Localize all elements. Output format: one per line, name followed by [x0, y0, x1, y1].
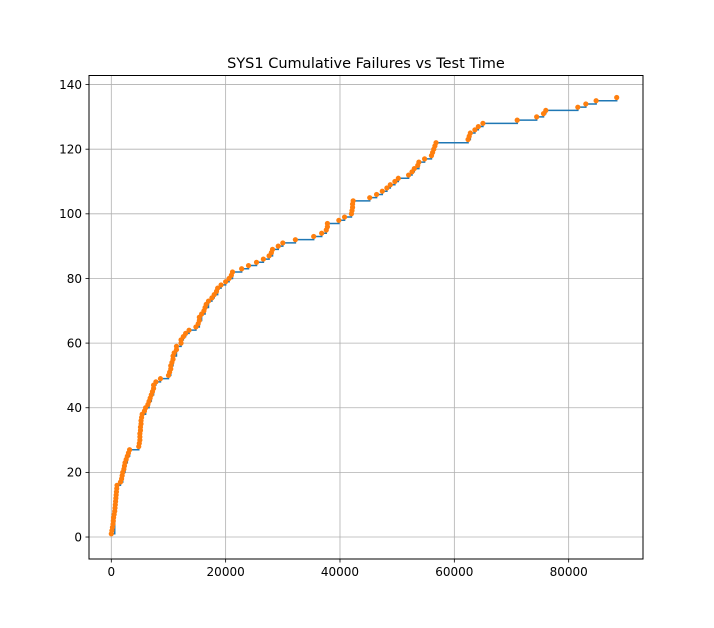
data-point — [260, 256, 266, 262]
data-point — [239, 266, 245, 272]
x-tick-label: 80000 — [550, 565, 588, 579]
data-point — [324, 220, 331, 227]
data-point — [422, 156, 428, 162]
x-tick-label: 40000 — [321, 565, 359, 579]
data-point — [416, 159, 422, 165]
y-tick-label: 140 — [59, 78, 82, 92]
y-tick-label: 60 — [67, 336, 82, 350]
data-point — [157, 376, 164, 382]
data-point — [543, 107, 549, 114]
marker-series — [108, 94, 620, 537]
data-point — [411, 165, 417, 172]
x-tick-label: 0 — [107, 565, 115, 579]
y-tick-label: 120 — [59, 142, 82, 156]
chart-title: SYS1 Cumulative Failures vs Test Time — [227, 56, 505, 72]
data-point — [395, 175, 401, 181]
x-axis: 0 20000 40000 60000 80000 — [107, 559, 588, 579]
data-point — [311, 233, 317, 240]
y-tick-label: 100 — [59, 207, 82, 221]
y-tick-label: 80 — [67, 272, 82, 286]
data-point — [534, 114, 540, 120]
data-point — [218, 282, 224, 288]
data-point — [392, 178, 398, 185]
data-point — [126, 447, 133, 453]
y-tick-label: 20 — [67, 466, 82, 480]
data-point — [593, 98, 599, 104]
plot-frame — [88, 75, 644, 560]
data-point — [341, 214, 348, 220]
y-axis: 0 20 40 60 80 100 120 140 — [59, 78, 89, 544]
data-point — [367, 195, 373, 201]
data-point — [336, 217, 342, 223]
data-point — [280, 240, 286, 246]
x-tick-label: 60000 — [435, 565, 473, 579]
data-point — [292, 237, 298, 243]
data-point — [245, 262, 252, 269]
data-point — [186, 327, 192, 333]
data-point — [379, 188, 385, 194]
data-point — [373, 191, 380, 198]
data-point — [223, 279, 229, 285]
data-point — [583, 101, 589, 107]
data-point — [575, 104, 581, 110]
data-point — [183, 330, 189, 337]
data-point — [205, 298, 212, 304]
data-point — [614, 94, 620, 101]
data-point — [253, 259, 260, 265]
y-tick-label: 0 — [74, 530, 82, 544]
data-point — [467, 130, 473, 136]
data-point — [275, 243, 281, 249]
data-point — [384, 185, 390, 191]
data-point — [173, 343, 180, 349]
data-point — [153, 379, 159, 385]
x-tick-label: 20000 — [207, 565, 245, 579]
data-point — [215, 285, 221, 291]
data-point — [114, 482, 120, 488]
data-point — [229, 269, 236, 275]
y-tick-label: 40 — [67, 401, 82, 415]
grid — [89, 75, 643, 559]
data-point — [405, 172, 412, 178]
data-point — [514, 117, 520, 123]
data-point — [350, 198, 356, 204]
data-point — [480, 120, 486, 126]
data-point — [269, 246, 276, 252]
data-point — [472, 127, 478, 133]
data-point — [475, 123, 481, 130]
data-point — [319, 230, 325, 236]
data-point — [387, 182, 393, 188]
data-point — [433, 140, 439, 146]
